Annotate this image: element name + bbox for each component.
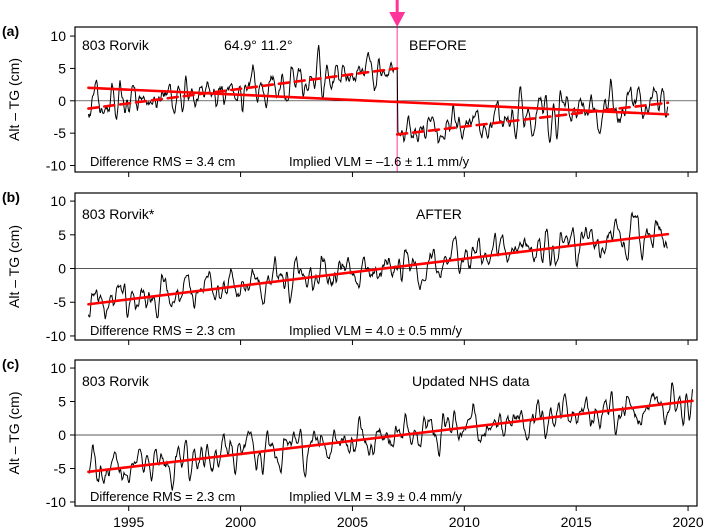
trend-line [87,86,670,116]
trend-line [87,399,694,474]
y-tick-label: -10 [46,328,66,344]
y-tick-label: 10 [50,193,66,209]
panel-label: (b) [2,189,20,205]
y-tick-label: -5 [54,460,67,476]
x-axis: 1995 2000 2005 2010 2015 2020 [113,514,704,530]
y-tick-label: 0 [58,261,66,277]
x-tick-label: 2020 [672,514,703,530]
difference-series-line [87,45,669,144]
y-tick-label: 0 [58,93,66,109]
panel-a: 10 5 0 -5 -10 Alt – TG (cm) (a) 803 Rorvik 64.9°… [2,0,698,177]
station-title: 803 Rorvik [82,37,150,53]
panel-b: 10 5 0 -5 -10 Alt – TG (cm) (b) 803 Rorvik* AFTE… [2,189,698,345]
dashed-trend-line [87,67,399,110]
y-tick-label: -10 [46,158,66,174]
panel-frame [74,192,698,341]
y-axis-label: Alt – TG (cm) [6,225,22,308]
y-tick-label: 5 [58,394,66,410]
panel-tag: Updated NHS data [412,373,530,389]
vlm-text: Implied VLM = 4.0 ± 0.5 mm/y [289,323,462,338]
panel-frame [74,359,698,507]
y-tick-label: -5 [54,125,67,141]
y-tick-label: -10 [46,494,66,510]
x-tick-label: 2005 [337,514,368,530]
x-tick-label: 1995 [113,514,144,530]
panel-c: 10 5 0 -5 -10 Alt – TG (cm) (c) 803 Rorvik Updat… [2,356,698,511]
y-tick-label: 5 [58,227,66,243]
rms-text: Difference RMS = 3.4 cm [90,154,235,169]
y-axis-label: Alt – TG (cm) [6,392,22,475]
y-tick-label: 0 [58,427,66,443]
vlm-text: Implied VLM = 3.9 ± 0.4 mm/y [289,489,462,504]
panel-label: (a) [2,23,19,39]
rms-text: Difference RMS = 2.3 cm [90,323,235,338]
y-tick-label: -5 [54,294,67,310]
station-coords: 64.9° 11.2° [224,37,293,53]
y-tick-label: 10 [50,28,66,44]
y-axis-label: Alt – TG (cm) [6,58,22,141]
difference-series-line [87,382,693,491]
x-tick-label: 2015 [561,514,592,530]
difference-series-line [87,211,669,320]
dashed-trend-line [395,101,670,136]
x-tick-label: 2000 [225,514,256,530]
panel-tag: BEFORE [409,37,467,53]
panel-label: (c) [2,356,19,372]
break-arrow-head [389,12,406,27]
y-tick-label: 10 [50,360,66,376]
vlm-text: Implied VLM = –1.6 ± 1.1 mm/y [289,154,470,169]
y-tick-label: 5 [58,60,66,76]
panel-tag: AFTER [416,206,462,222]
station-title: 803 Rorvik [82,373,150,389]
trend-line [87,232,670,306]
station-title: 803 Rorvik* [82,206,155,222]
rms-text: Difference RMS = 2.3 cm [90,489,235,504]
x-tick-label: 2010 [449,514,480,530]
panel-frame [74,26,698,173]
